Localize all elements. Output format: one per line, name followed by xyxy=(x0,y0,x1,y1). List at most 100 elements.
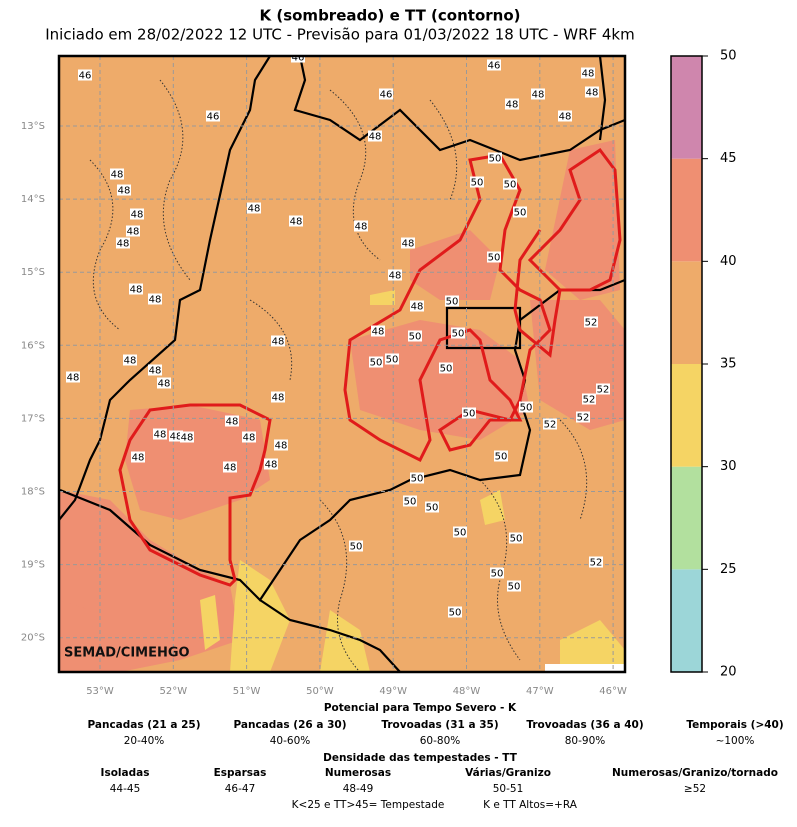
label-bg xyxy=(148,364,162,376)
tt-dotted-contours xyxy=(89,79,588,672)
contour-label: 50 xyxy=(446,297,459,308)
contour-label: 48 xyxy=(355,222,368,233)
label-bg xyxy=(369,356,383,368)
contour-label: 50 xyxy=(520,403,533,414)
contour-label: 46 xyxy=(488,61,501,72)
label-bg xyxy=(123,354,137,366)
lat-label: 19°S xyxy=(21,560,45,571)
label-bg xyxy=(78,69,92,81)
label-bg xyxy=(131,451,145,463)
label-bg xyxy=(589,556,603,568)
colorbar-segment xyxy=(671,261,702,364)
contour-label: 52 xyxy=(544,420,557,431)
label-bg xyxy=(410,472,424,484)
legend-value: 80-90% xyxy=(565,735,606,747)
contour-label: 48 xyxy=(132,453,145,464)
label-bg xyxy=(169,430,183,442)
watermark: SEMAD/CIMEHGO xyxy=(64,646,190,661)
contour-label: 48 xyxy=(154,430,167,441)
legend-value: 60-80% xyxy=(420,735,461,747)
title: K (sombreado) e TT (contorno) xyxy=(260,7,521,25)
legend-note: K e TT Altos=+RA xyxy=(483,799,578,811)
label-bg xyxy=(371,325,385,337)
graticule xyxy=(59,56,625,672)
tick-label: 40 xyxy=(720,254,737,269)
contour-label: 48 xyxy=(158,379,171,390)
contour-label: 48 xyxy=(586,88,599,99)
label-bg xyxy=(289,215,303,227)
label-bg xyxy=(264,458,278,470)
contour-label: 50 xyxy=(489,154,502,165)
legend-label: Pancadas (21 a 25) xyxy=(87,719,200,731)
contour-label: 48 xyxy=(67,373,80,384)
label-bg xyxy=(408,330,422,342)
label-bg xyxy=(584,316,598,328)
legend-label: Trovoadas (31 a 35) xyxy=(381,719,498,731)
colorbar-segment xyxy=(671,56,702,159)
label-bg xyxy=(291,56,305,63)
contour-label: 50 xyxy=(452,329,465,340)
contour-label: 48 xyxy=(130,285,143,296)
tick-label: 50 xyxy=(720,49,737,64)
contour-label: 46 xyxy=(207,112,220,123)
legend-note: K<25 e TT>45= Tempestade xyxy=(292,799,445,811)
contour-label: 48 xyxy=(532,90,545,101)
label-bg xyxy=(507,580,521,592)
legend: Potencial para Tempo Severo - K Densidad… xyxy=(87,702,783,811)
label-bg xyxy=(225,415,239,427)
label-bg xyxy=(130,208,144,220)
label-bg xyxy=(462,407,476,419)
label-bg xyxy=(439,362,453,374)
label-bg xyxy=(451,327,465,339)
contour-label: 50 xyxy=(495,452,508,463)
contour-label: 52 xyxy=(585,318,598,329)
lat-label: 14°S xyxy=(21,194,45,205)
colorbar-segment xyxy=(671,466,702,570)
legend-label: Pancadas (26 a 30) xyxy=(233,719,346,731)
contour-label: 50 xyxy=(411,474,424,485)
contour-label: 50 xyxy=(471,178,484,189)
lat-label: 17°S xyxy=(21,413,45,424)
contour-label: 48 xyxy=(149,295,162,306)
label-bg xyxy=(354,220,368,232)
contour-label: 48 xyxy=(411,302,424,313)
legend-value: 50-51 xyxy=(493,783,524,795)
tick-label: 20 xyxy=(720,665,737,680)
contour-label: 48 xyxy=(118,186,131,197)
label-bg xyxy=(488,152,502,164)
label-bg xyxy=(531,88,545,100)
label-bg xyxy=(425,501,439,513)
label-bg xyxy=(487,251,501,263)
legend-title: Densidade das tempestades - TT xyxy=(323,752,518,764)
label-bg xyxy=(509,532,523,544)
legend-label: Trovoadas (36 a 40) xyxy=(526,719,643,731)
label-bg xyxy=(274,439,288,451)
contour-label: 48 xyxy=(582,69,595,80)
lat-label: 13°S xyxy=(21,121,45,132)
contour-label: 48 xyxy=(290,217,303,228)
label-bg xyxy=(410,300,424,312)
contour-label: 50 xyxy=(463,409,476,420)
label-bg xyxy=(503,178,517,190)
label-bg xyxy=(157,377,171,389)
contour-label: 50 xyxy=(409,332,422,343)
lat-label: 20°S xyxy=(21,633,45,644)
lat-label: 18°S xyxy=(21,487,45,498)
label-bg xyxy=(487,59,501,71)
tick-label: 45 xyxy=(720,151,737,166)
contour-label: 52 xyxy=(583,395,596,406)
label-bg xyxy=(126,225,140,237)
blank xyxy=(545,664,625,672)
contour-label: 50 xyxy=(370,358,383,369)
label-bg xyxy=(242,431,256,443)
legend-value: 46-47 xyxy=(225,783,256,795)
label-bg xyxy=(494,450,508,462)
contour-label: 48 xyxy=(248,204,261,215)
contour-label: 50 xyxy=(504,180,517,191)
contour-labels: 46 46 46 46 46 48 48 48 48 48 48 48 48 48 48 48 48 48 48 48… xyxy=(66,56,610,619)
label-bg xyxy=(271,391,285,403)
label-bg xyxy=(558,110,572,122)
contour-label: 48 xyxy=(272,393,285,404)
contour-label: 48 xyxy=(131,210,144,221)
